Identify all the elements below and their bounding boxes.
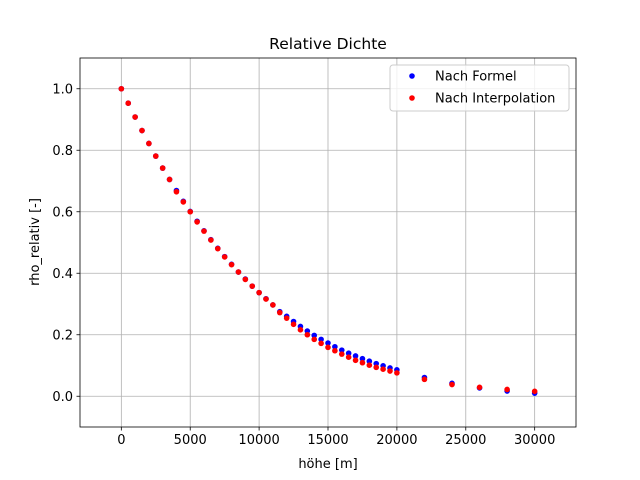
data-point xyxy=(235,269,242,275)
data-point xyxy=(373,364,380,371)
data-point xyxy=(304,331,311,338)
data-point xyxy=(249,283,256,289)
x-axis-label: höhe [m] xyxy=(298,457,357,472)
data-point xyxy=(345,350,352,357)
data-point xyxy=(338,351,345,357)
data-point xyxy=(476,384,483,391)
legend-label-formel: Nach Formel xyxy=(435,70,517,85)
plot-frame xyxy=(79,57,577,428)
data-point xyxy=(187,208,194,215)
y-tick-label: 0.4 xyxy=(52,267,73,282)
data-point xyxy=(297,327,304,333)
data-point xyxy=(256,289,262,296)
data-point xyxy=(366,358,373,364)
data-point xyxy=(221,254,228,260)
y-axis-label: rho_relativ [-] xyxy=(28,198,43,286)
y-axis-ticks: 0.0 0.2 0.4 0.6 0.8 1.0 xyxy=(52,82,80,405)
data-point xyxy=(421,376,428,383)
x-tick-label: 10000 xyxy=(238,433,279,448)
data-point xyxy=(380,366,386,372)
chart-title: Relative Dichte xyxy=(269,35,387,53)
data-point xyxy=(146,140,152,147)
data-point xyxy=(180,199,187,205)
data-point xyxy=(194,219,200,225)
x-tick-label: 5000 xyxy=(174,433,207,448)
x-axis-ticks: 0 5000 10000 15000 20000 25000 30000 xyxy=(117,427,555,448)
data-point xyxy=(208,237,214,243)
data-point xyxy=(504,386,510,393)
data-point xyxy=(276,309,283,316)
y-tick-label: 0.8 xyxy=(52,144,73,159)
data-point xyxy=(125,100,132,107)
data-point xyxy=(159,165,166,171)
data-point xyxy=(290,321,297,328)
data-point xyxy=(166,176,173,183)
data-point xyxy=(201,228,207,234)
data-point xyxy=(387,368,393,374)
data-point xyxy=(118,85,125,92)
data-point xyxy=(345,354,352,360)
x-tick-label: 20000 xyxy=(376,433,417,448)
data-point xyxy=(332,347,338,354)
data-point xyxy=(318,336,324,343)
data-point xyxy=(318,340,324,347)
data-point xyxy=(283,315,290,321)
legend-marker-formel xyxy=(409,73,415,79)
data-point xyxy=(359,355,366,362)
x-tick-label: 0 xyxy=(117,433,125,448)
data-point xyxy=(366,362,373,368)
data-point xyxy=(332,343,338,350)
data-point xyxy=(214,245,221,252)
legend-marker-interpolation xyxy=(409,95,415,101)
data-point xyxy=(173,188,180,195)
data-point xyxy=(270,302,276,308)
legend-label-interpolation: Nach Interpolation xyxy=(435,92,555,107)
data-point xyxy=(531,388,538,395)
y-tick-label: 0.0 xyxy=(52,390,73,405)
y-tick-label: 1.0 xyxy=(52,82,73,97)
y-tick-label: 0.6 xyxy=(52,205,73,220)
x-tick-label: 30000 xyxy=(514,433,555,448)
data-point xyxy=(263,296,269,302)
data-point xyxy=(152,153,159,159)
data-point xyxy=(132,114,138,120)
data-point xyxy=(242,276,249,283)
series-nach-interpolation xyxy=(118,85,538,395)
legend: Nach Formel Nach Interpolation xyxy=(389,64,570,112)
data-point xyxy=(352,357,359,364)
y-tick-label: 0.2 xyxy=(52,328,73,343)
x-tick-label: 15000 xyxy=(307,433,348,448)
data-point xyxy=(338,347,345,353)
data-point xyxy=(359,359,366,366)
data-point xyxy=(228,261,235,268)
data-point xyxy=(311,332,318,339)
data-point xyxy=(325,344,331,351)
data-point xyxy=(352,353,359,359)
series-layer xyxy=(118,85,538,396)
data-point xyxy=(394,370,400,376)
data-point xyxy=(139,127,145,134)
x-tick-label: 25000 xyxy=(445,433,486,448)
data-point xyxy=(325,340,331,346)
legend-box xyxy=(389,64,570,112)
data-point xyxy=(449,381,455,388)
grid xyxy=(80,58,576,427)
data-point xyxy=(311,336,318,343)
